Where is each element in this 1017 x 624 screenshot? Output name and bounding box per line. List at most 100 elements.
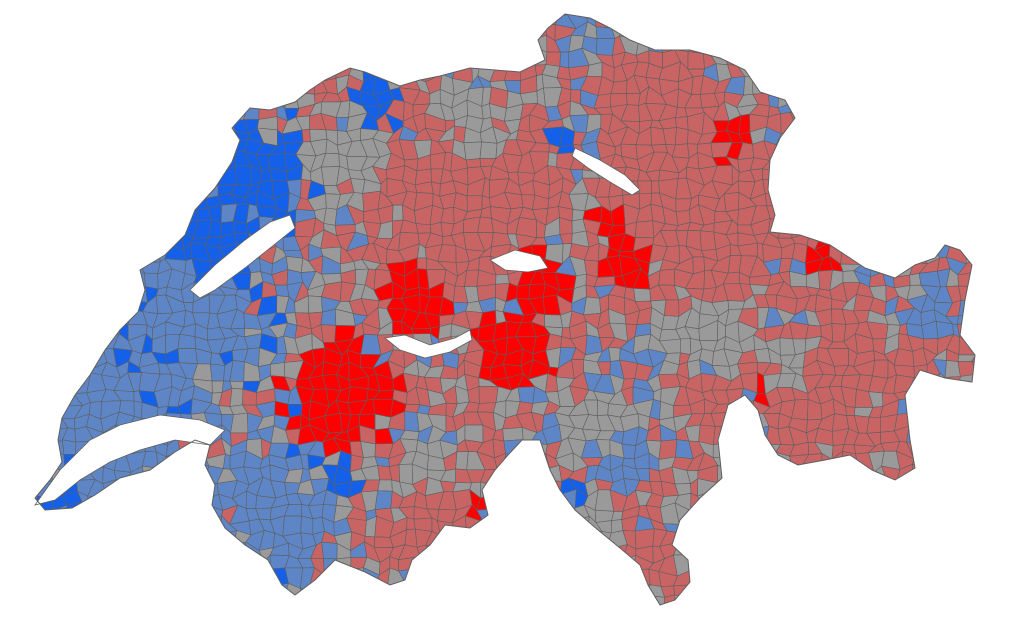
municipality-strong-blue [193,119,207,131]
municipality-gray [203,584,224,599]
municipality-light-red [531,546,550,563]
municipality-light-red [754,443,766,459]
municipality-light-blue [216,55,239,70]
municipality-gray [970,49,975,70]
municipality-light-blue [842,115,858,128]
municipality-gray [881,529,894,551]
municipality-light-blue [67,99,82,118]
municipality-gray [973,99,975,119]
municipality-light-red [973,257,975,276]
municipality-light-blue [181,556,194,576]
municipality-gray [183,572,194,585]
municipality-light-blue [235,14,252,26]
municipality-light-red [738,549,757,563]
municipality-light-blue [218,14,236,27]
municipality-light-red [569,615,587,622]
municipality-light-red [750,507,769,517]
municipality-gray [908,142,927,158]
municipality-gray [737,613,749,624]
municipality-light-red [515,39,535,50]
municipality-light-red [957,271,975,288]
municipality-gray [871,580,883,603]
municipality-gray [165,54,186,66]
municipality-light-blue [869,14,884,17]
municipality-gray [870,503,888,521]
municipality-light-red [489,42,511,50]
municipality-light-red [909,398,922,414]
municipality-light-red [464,541,484,564]
municipality-gray [911,14,924,18]
municipality-gray [950,506,966,520]
municipality-light-blue [89,262,109,273]
municipality-light-blue [209,542,221,558]
municipality-light-red [892,61,914,82]
municipality-gray [801,583,823,600]
municipality-light-red [768,22,782,40]
municipality-gray [481,558,498,574]
municipality-gray [118,115,133,130]
municipality-light-blue [752,425,770,446]
municipality-gray [50,529,62,548]
municipality-light-red [713,426,733,446]
municipality-light-blue [79,230,96,246]
municipality-light-red [892,36,909,56]
municipality-light-blue [62,439,77,455]
municipality-light-blue [814,557,837,576]
municipality-light-red [827,222,847,239]
municipality-light-red [924,518,934,537]
municipality-gray [172,38,184,56]
municipality-gray [139,580,159,601]
municipality-gray [362,607,375,624]
municipality-light-red [801,466,822,483]
municipality-light-red [494,22,505,43]
municipality-light-red [567,532,588,550]
municipality-light-red [960,14,975,17]
municipality-light-blue [35,48,38,68]
municipality-gray [497,583,507,601]
municipality-light-red [361,595,382,605]
municipality-light-red [153,547,168,563]
municipality-light-red [765,599,784,605]
municipality-light-blue [234,554,249,574]
municipality-light-red [882,100,899,120]
municipality-gray [741,594,753,605]
municipality-gray [932,38,952,51]
municipality-light-red [450,555,473,577]
municipality-light-blue [66,379,74,394]
municipality-gray [195,142,210,158]
municipality-light-red [805,533,824,551]
lake-layer [34,147,641,506]
municipality-light-blue [79,244,91,264]
municipality-light-red [658,21,678,41]
municipality-light-blue [209,363,226,382]
municipality-gray [919,547,935,559]
municipality-gray [177,50,200,67]
municipality-light-red [651,180,660,194]
municipality-light-red [508,491,523,507]
municipality-light-red [816,155,835,172]
municipality-light-red [924,476,941,497]
municipality-strong-blue [206,52,219,70]
municipality-gray [140,223,155,237]
municipality-gray [139,50,158,62]
municipality-gray [854,243,872,265]
municipality-gray [295,596,313,605]
municipality-gray [360,441,376,458]
lake-geneva [34,414,226,506]
municipality-light-red [848,610,858,624]
municipality-gray [88,220,107,234]
municipality-light-red [723,542,743,564]
municipality-light-red [518,491,534,512]
municipality-light-red [74,86,92,107]
municipality-light-red [545,51,561,67]
municipality-gray [60,554,81,570]
municipality-light-red [700,533,720,550]
municipality-light-red [778,492,798,510]
municipality-strong-blue [77,34,91,51]
municipality-light-red [857,471,875,486]
municipality-light-blue [115,204,132,219]
municipality-light-blue [934,138,950,161]
municipality-gray [738,557,752,577]
municipality-strong-blue [129,151,148,174]
municipality-light-blue [853,178,875,197]
